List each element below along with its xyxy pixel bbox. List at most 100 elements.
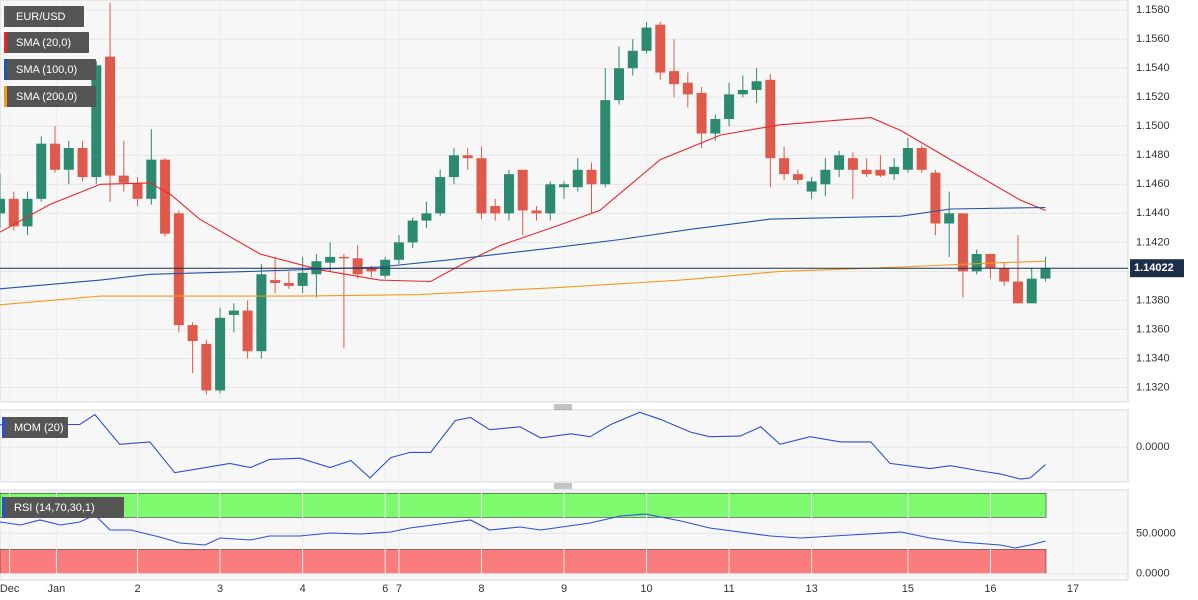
candle-body xyxy=(297,272,308,286)
candle-body xyxy=(421,213,432,221)
candle-body xyxy=(393,242,404,260)
legend-swatch xyxy=(4,86,7,107)
candle-body xyxy=(999,268,1010,282)
candle-body xyxy=(971,253,982,272)
sma-line xyxy=(0,260,1046,306)
legend-label: SMA (200,0) xyxy=(16,91,77,103)
legend-box xyxy=(2,497,124,518)
candle-body xyxy=(944,213,955,224)
legend-swatch xyxy=(4,32,7,53)
sma-line xyxy=(0,117,1046,283)
candle-body xyxy=(696,92,707,134)
candle-body xyxy=(242,310,253,352)
candle-body xyxy=(586,169,597,185)
candle-body xyxy=(531,210,542,214)
candle-body xyxy=(614,68,625,101)
last-price-box xyxy=(1130,259,1184,278)
indicator-line xyxy=(0,411,1046,480)
candle-body xyxy=(779,158,790,175)
y-tick-label: 1.1480 xyxy=(1136,149,1170,161)
x-tick-label: 16 xyxy=(984,583,996,595)
x-tick-label: 4 xyxy=(300,583,306,595)
x-tick-label: Dec xyxy=(0,583,20,595)
candle-body xyxy=(627,50,638,69)
y-tick-label: 1.1340 xyxy=(1136,352,1170,364)
candle-body xyxy=(847,158,858,170)
legend-box xyxy=(4,6,84,27)
panel-handle[interactable] xyxy=(554,404,572,489)
candle-body xyxy=(201,343,212,391)
legend-label: RSI (14,70,30,1) xyxy=(14,502,95,514)
candle-body xyxy=(682,82,693,95)
candle-body xyxy=(476,158,487,214)
last-price-label: 1.14022 xyxy=(1134,262,1174,274)
candle-body xyxy=(448,155,459,178)
legend-label: EUR/USD xyxy=(16,11,66,23)
candle-body xyxy=(160,159,171,234)
candle-body xyxy=(105,56,116,176)
candle-body xyxy=(600,100,611,185)
candle-body xyxy=(407,220,418,243)
candle-body xyxy=(325,256,336,263)
legend-swatch xyxy=(2,497,5,518)
candle-body xyxy=(118,175,129,183)
candle-body xyxy=(669,71,680,85)
candle-body xyxy=(1040,268,1051,279)
band xyxy=(0,549,1047,574)
sma-line xyxy=(0,206,1046,290)
y-tick-label: 1.1360 xyxy=(1136,323,1170,335)
x-tick-label: 11 xyxy=(723,583,734,595)
x-tick-label: 7 xyxy=(396,583,402,595)
y-tick-label: 1.1500 xyxy=(1136,120,1170,132)
candle-body xyxy=(490,206,501,214)
candle-body xyxy=(22,198,33,227)
legend-label: SMA (20,0) xyxy=(16,37,71,49)
x-tick-label: 2 xyxy=(134,583,140,595)
candle-body xyxy=(50,143,61,170)
y-tick-label: 1.1520 xyxy=(1136,91,1170,103)
indicator-line xyxy=(0,513,1046,549)
candle-body xyxy=(0,198,5,214)
candle-body xyxy=(930,172,941,224)
legend-box xyxy=(4,32,89,53)
candle-body xyxy=(655,24,666,73)
y-tick-label: 1.1380 xyxy=(1136,294,1170,306)
x-tick-label: 15 xyxy=(902,583,914,595)
candle-body xyxy=(91,65,102,178)
candle-body xyxy=(1012,281,1023,304)
x-tick-label: 17 xyxy=(1067,583,1079,595)
y-tick-label: 1.1560 xyxy=(1136,33,1170,45)
candle-body xyxy=(215,317,226,391)
candle-body xyxy=(916,148,927,170)
candle-body xyxy=(545,184,556,214)
legend-swatch xyxy=(2,417,5,438)
legend-box xyxy=(2,417,68,438)
y-tick-label: 50.0000 xyxy=(1136,527,1176,539)
candle-body xyxy=(861,169,872,175)
candle-body xyxy=(710,119,721,134)
x-tick-label: 3 xyxy=(217,583,223,595)
y-tick-label: 1.1580 xyxy=(1136,4,1170,16)
candle-body xyxy=(270,280,281,283)
candle-body xyxy=(173,213,184,326)
y-tick-label: 0.0000 xyxy=(1136,567,1170,579)
candle-body xyxy=(517,169,528,211)
candle-body xyxy=(146,159,157,199)
candle-body xyxy=(985,253,996,269)
candle-body xyxy=(36,143,47,199)
x-tick-label: Jan xyxy=(48,583,66,595)
candle-body xyxy=(875,169,886,176)
candle-body xyxy=(902,148,913,170)
candle-body xyxy=(352,258,363,275)
candle-body xyxy=(338,256,349,259)
legend-swatch xyxy=(4,59,7,80)
candle-body xyxy=(366,268,377,272)
candle-body xyxy=(77,148,88,178)
y-tick-label: 1.1540 xyxy=(1136,62,1170,74)
candle-body xyxy=(765,79,776,159)
candle-body xyxy=(132,182,143,199)
x-tick-label: 10 xyxy=(640,583,652,595)
x-tick-label: 13 xyxy=(805,583,817,595)
candle-body xyxy=(559,184,569,188)
candle-body xyxy=(503,174,514,214)
